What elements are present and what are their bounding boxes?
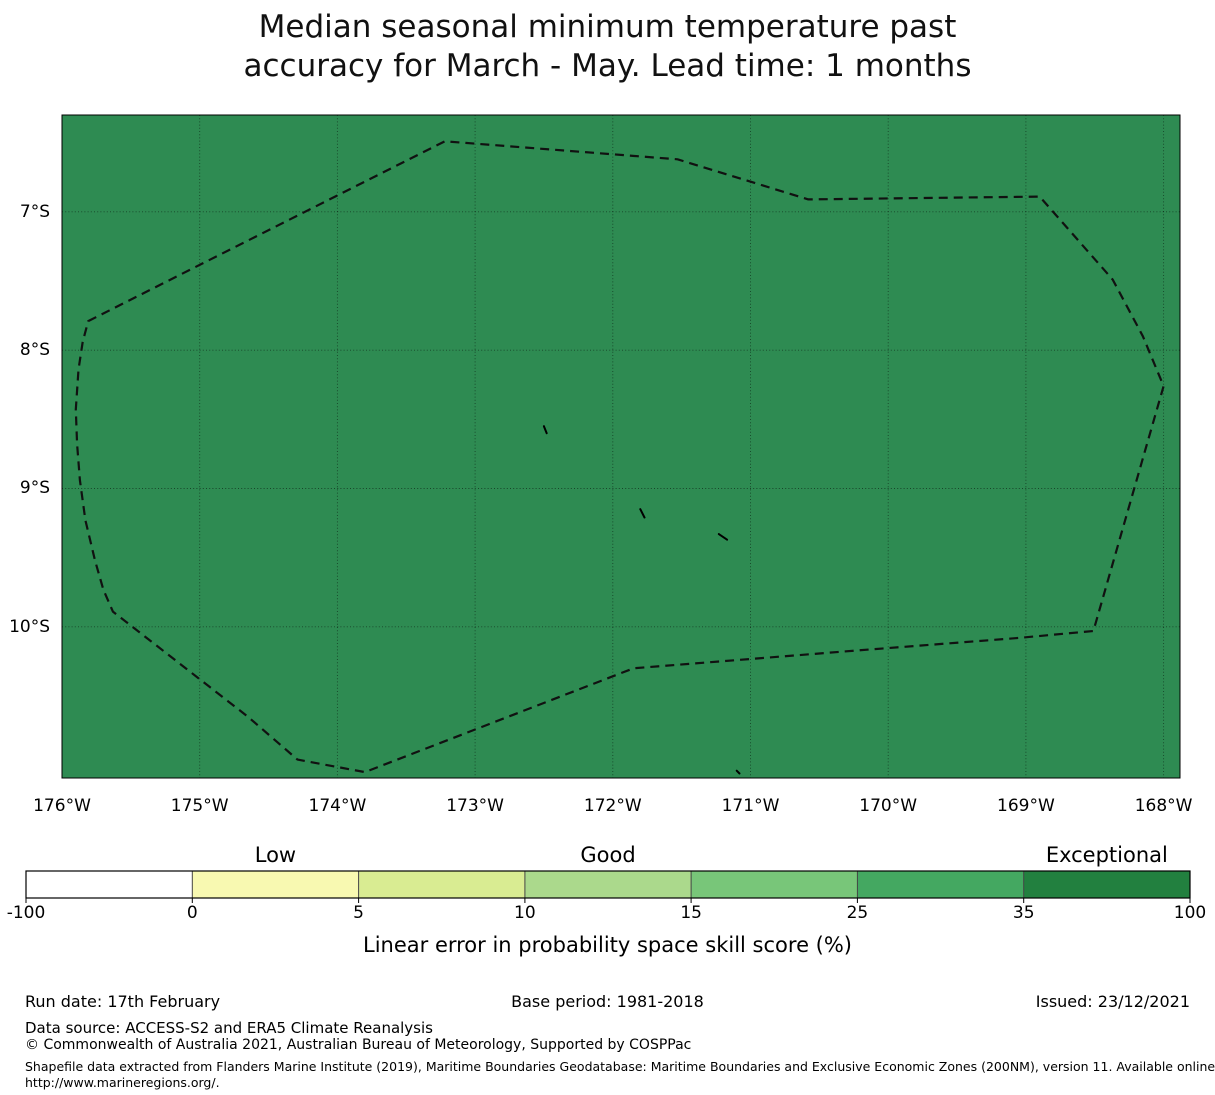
colorbar-bin <box>524 871 692 898</box>
colorbar-bin <box>1023 871 1190 898</box>
x-tick-label: 170°W <box>859 796 918 816</box>
colorbar-tick-label: -100 <box>6 903 46 923</box>
x-tick-label: 175°W <box>170 796 229 816</box>
eez-boundary <box>74 140 1165 774</box>
y-tick-label: 9°S <box>19 478 50 499</box>
colorbar-tick-label: 10 <box>514 903 536 923</box>
x-tick-label: 174°W <box>308 796 367 816</box>
chart-title-line1: Median seasonal minimum temperature past <box>258 9 957 45</box>
colorbar-category-label: Good <box>580 843 636 867</box>
data-source-text: Data source: ACCESS-S2 and ERA5 Climate … <box>25 1019 433 1037</box>
x-tick-label: 176°W <box>33 796 91 816</box>
shapefile-credit-line2: http://www.marineregions.org/. <box>25 1075 220 1090</box>
colorbar-border <box>25 870 1191 899</box>
colorbar-tick-label: 15 <box>680 903 702 923</box>
x-tick-label: 172°W <box>583 796 642 816</box>
issued-date-text: Issued: 23/12/2021 <box>1035 992 1190 1011</box>
shapefile-credit-line1: Shapefile data extracted from Flanders M… <box>25 1059 1215 1074</box>
colorbar-tick-label: 100 <box>1173 903 1207 923</box>
map-border <box>61 114 1181 779</box>
base-period-text: Base period: 1981-2018 <box>511 992 704 1011</box>
y-tick-label: 10°S <box>9 616 50 637</box>
y-tick-label: 8°S <box>19 340 50 361</box>
run-date-text: Run date: 17th February <box>25 992 221 1011</box>
colorbar-bin <box>26 871 193 898</box>
colorbar-bin <box>691 871 858 898</box>
chart-title-line2: accuracy for March - May. Lead time: 1 m… <box>243 48 972 84</box>
island-mark <box>639 508 646 519</box>
y-tick-label: 7°S <box>19 201 50 222</box>
island-mark <box>542 425 548 435</box>
island-mark <box>717 533 729 541</box>
colorbar-bin <box>358 871 525 898</box>
copyright-text: © Commonwealth of Australia 2021, Austra… <box>25 1037 692 1053</box>
colorbar-category-label: Exceptional <box>1045 843 1168 867</box>
x-tick-label: 173°W <box>446 796 504 816</box>
colorbar-tick-label: 5 <box>353 903 364 923</box>
colorbar-bin <box>192 871 359 898</box>
colorbar-axis-label: Linear error in probability space skill … <box>363 933 852 957</box>
colorbar-tick-label: 35 <box>1012 903 1035 923</box>
colorbar-tick-label: 0 <box>186 903 198 923</box>
x-tick-label: 169°W <box>997 796 1055 816</box>
island-mark <box>735 769 741 775</box>
colorbar-bin <box>857 871 1024 898</box>
x-tick-label: 168°W <box>1134 796 1193 816</box>
colorbar-category-label: Low <box>254 843 297 867</box>
chart-title: Median seasonal minimum temperature past… <box>0 8 1215 86</box>
map-ocean-fill <box>62 115 1180 778</box>
x-tick-label: 171°W <box>721 796 780 816</box>
colorbar-tick-label: 25 <box>846 903 869 923</box>
